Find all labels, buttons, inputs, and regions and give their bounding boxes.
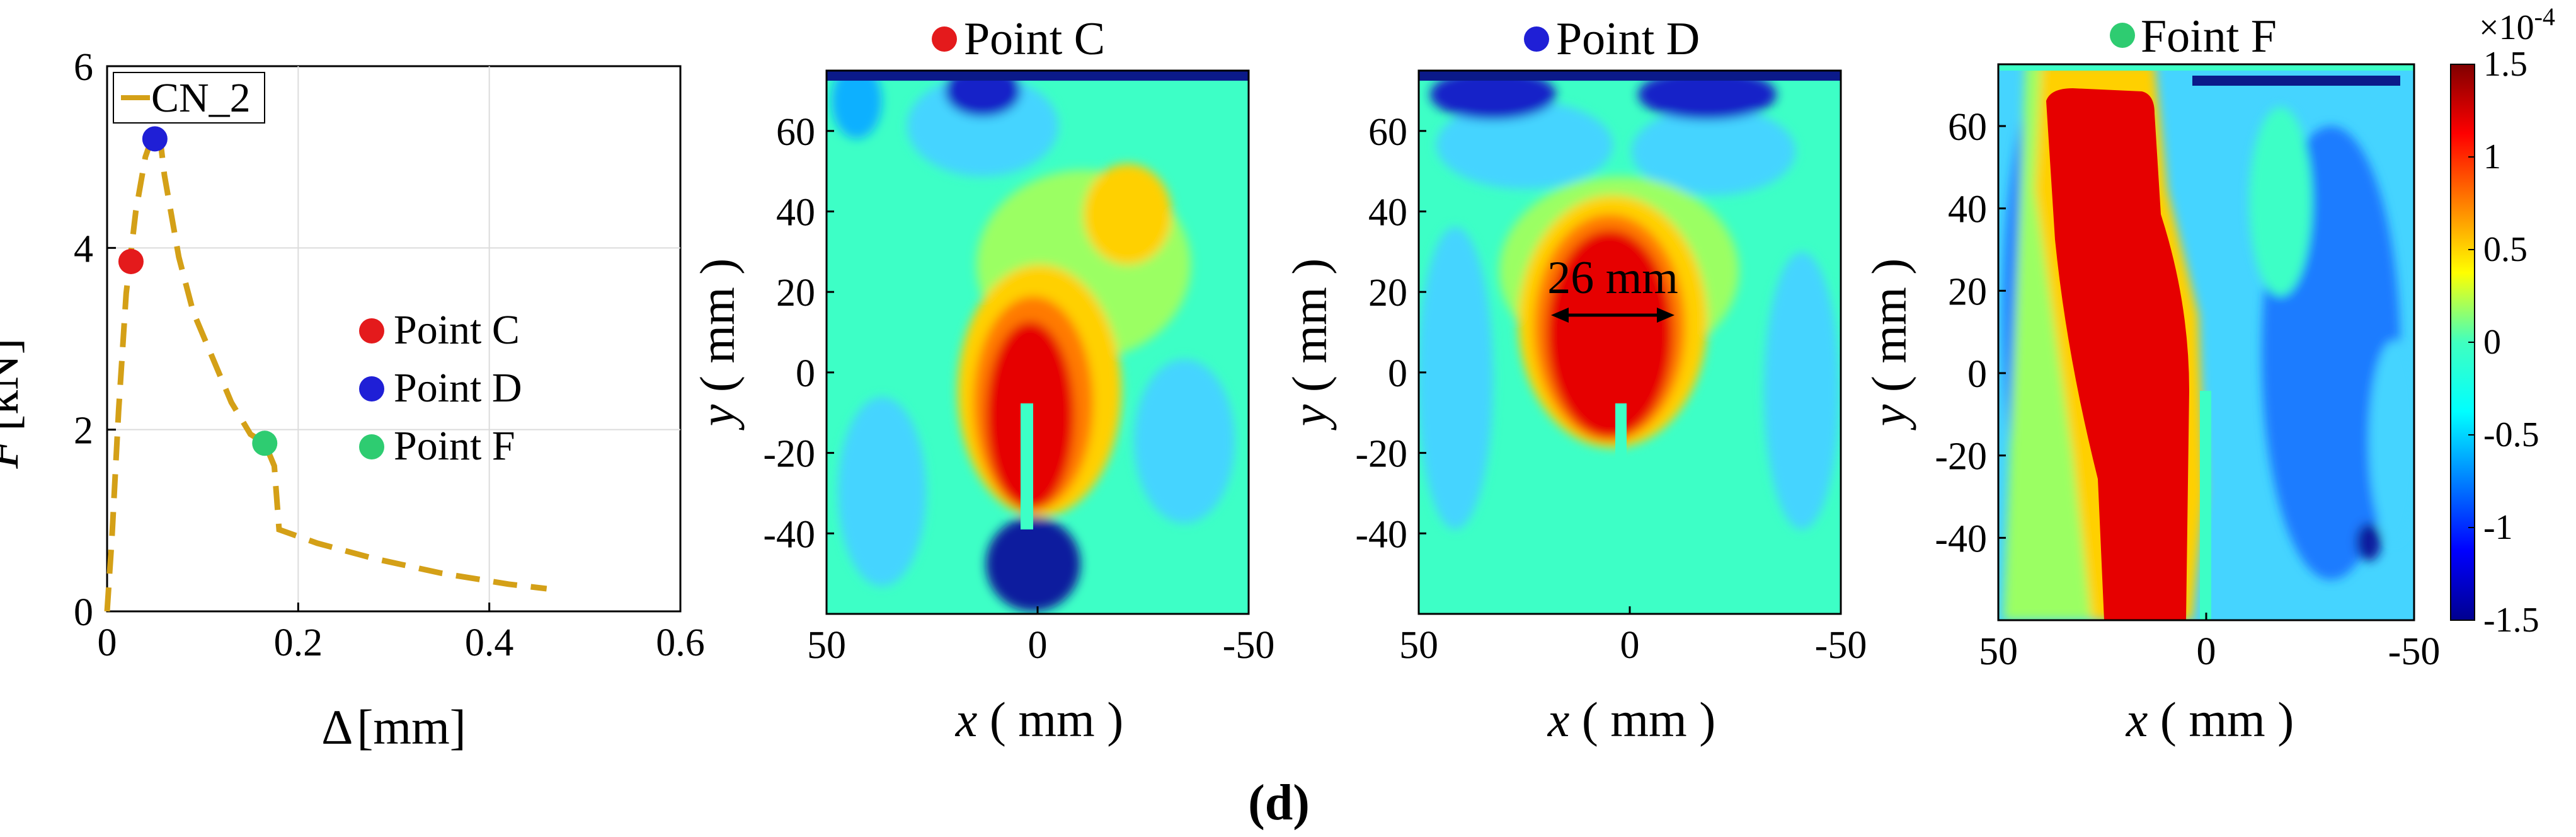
heatmap-point-d: 26 mm 50 0 -50 60 40 20 0 -20 -40 Point D x ( mm… (1282, 13, 1867, 747)
grid (107, 66, 680, 611)
x-tick-label: 0 (98, 621, 117, 664)
y-tick-label: 20 (1948, 270, 1987, 313)
x-tick-label: 0 (1028, 624, 1048, 667)
point-marker (142, 126, 168, 152)
contour-field-f (1998, 64, 2414, 620)
contour-field-c (827, 71, 1249, 614)
y-tick-label: 6 (74, 46, 93, 89)
legend-point-label: Point C (394, 307, 520, 353)
panel-label: (d) (1248, 775, 1310, 831)
colorbar-tick-label: 1 (2483, 137, 2501, 176)
y-tick-label: -20 (1355, 433, 1407, 476)
legend-point-marker (359, 434, 384, 459)
axis-ticks-f: 50 0 -50 60 40 20 0 -20 -40 (1935, 106, 2440, 673)
y-tick-label: 20 (776, 272, 815, 315)
colorbar-ticks: 1.5 1 0.5 0 -0.5 -1 -1.5 (2468, 45, 2539, 640)
y-tick-label: 0 (1967, 353, 1987, 396)
x-tick-label: -50 (2388, 630, 2441, 673)
arrow-head-left (1551, 308, 1569, 323)
y-axis-label-f: y ( mm ) (1862, 258, 1916, 430)
y-tick-label: 60 (1368, 111, 1407, 154)
title-marker-f (2110, 23, 2135, 48)
y-tick-label: 40 (1948, 188, 1987, 231)
axis-ticks-c: 50 0 -50 60 40 20 0 -20 -40 (763, 111, 1274, 667)
colorbar-exponent: ×10-4 (2479, 3, 2555, 47)
y-tick-label: 60 (1948, 106, 1987, 149)
x-tick-label: 0.6 (656, 621, 705, 664)
y-tick-label: 0 (1388, 352, 1407, 395)
title-marker-d (1524, 26, 1549, 52)
x-tick-label: 50 (1399, 624, 1438, 667)
title-d: Point D (1556, 13, 1700, 65)
y-axis-label-d: y ( mm ) (1282, 258, 1337, 430)
colorbar-tick-label: -1 (2483, 508, 2513, 547)
colorbar-tick-label: 0 (2483, 323, 2501, 362)
y-tick-label: 20 (1368, 272, 1407, 315)
arrow-head-right (1657, 308, 1674, 323)
dimension-annotation: 26 mm (1547, 252, 1678, 304)
y-tick-label: 0 (796, 352, 815, 395)
x-tick-label: -50 (1223, 624, 1275, 667)
x-tick-label: 0 (2197, 630, 2216, 673)
y-tick-label: 60 (776, 111, 815, 154)
x-tick-label: 50 (1979, 630, 2018, 673)
contour-field-d (1419, 71, 1841, 614)
y-tick-label: -20 (1935, 436, 1987, 478)
y-tick-label: 0 (74, 591, 93, 634)
colorbar-tick-label: 1.5 (2483, 45, 2527, 84)
point-marker (118, 248, 144, 274)
x-tick-label: 0 (1620, 624, 1640, 667)
y-tick-label: -20 (763, 433, 815, 476)
title-c: Point C (964, 13, 1105, 65)
legend-point-label: Point F (394, 423, 515, 469)
y-tick-label: -40 (763, 513, 815, 556)
colorbar-tick-label: -0.5 (2483, 415, 2539, 454)
x-axis-label-c: x ( mm ) (955, 692, 1123, 747)
y-axis-label-c: y ( mm ) (690, 258, 745, 430)
colorbar-tick-label: -1.5 (2483, 601, 2539, 640)
x-tick-label: 0.2 (274, 621, 323, 664)
legend-line-label: CN_2 (151, 75, 251, 121)
heatmap-point-c: 50 0 -50 60 40 20 0 -20 -40 Point C x ( mm ) y (… (690, 13, 1274, 747)
y-axis-label: F[kN] (0, 338, 28, 470)
axis-ticks: 0 0.2 0.4 0.6 0 2 4 6 (74, 46, 705, 664)
x-axis-label-d: x ( mm ) (1547, 692, 1715, 747)
y-tick-label: 2 (74, 410, 93, 453)
y-tick-label: -40 (1355, 513, 1407, 556)
legend-point-marker (359, 376, 384, 401)
axis-ticks-d: 50 0 -50 60 40 20 0 -20 -40 (1355, 111, 1867, 667)
y-tick-label: 40 (776, 191, 815, 234)
heatmap-point-f: 50 0 -50 60 40 20 0 -20 -40 Foint F x ( mm ) y (… (1862, 11, 2440, 747)
y-tick-label: 40 (1368, 191, 1407, 234)
marked-points (118, 126, 278, 456)
y-tick-label: 4 (74, 228, 93, 270)
x-tick-label: 0.4 (465, 621, 514, 664)
colorbar-tick-label: 0.5 (2483, 230, 2527, 269)
title-f: Foint F (2141, 11, 2277, 62)
x-axis-label-f: x ( mm ) (2126, 692, 2294, 747)
x-axis-label: Δ[mm] (321, 700, 466, 754)
legend-points: Point C Point D Point F (359, 307, 522, 469)
point-marker (252, 430, 278, 456)
legend-point-marker (359, 318, 384, 343)
legend-point-label: Point D (394, 365, 522, 411)
title-marker-c (932, 26, 957, 52)
x-tick-label: -50 (1815, 624, 1867, 667)
x-tick-label: 50 (807, 624, 846, 667)
colorbar: 1.5 1 0.5 0 -0.5 -1 -1.5 ×10-4 (2450, 3, 2555, 640)
legend-line: CN_2 (113, 72, 265, 124)
y-tick-label: -40 (1935, 517, 1987, 560)
